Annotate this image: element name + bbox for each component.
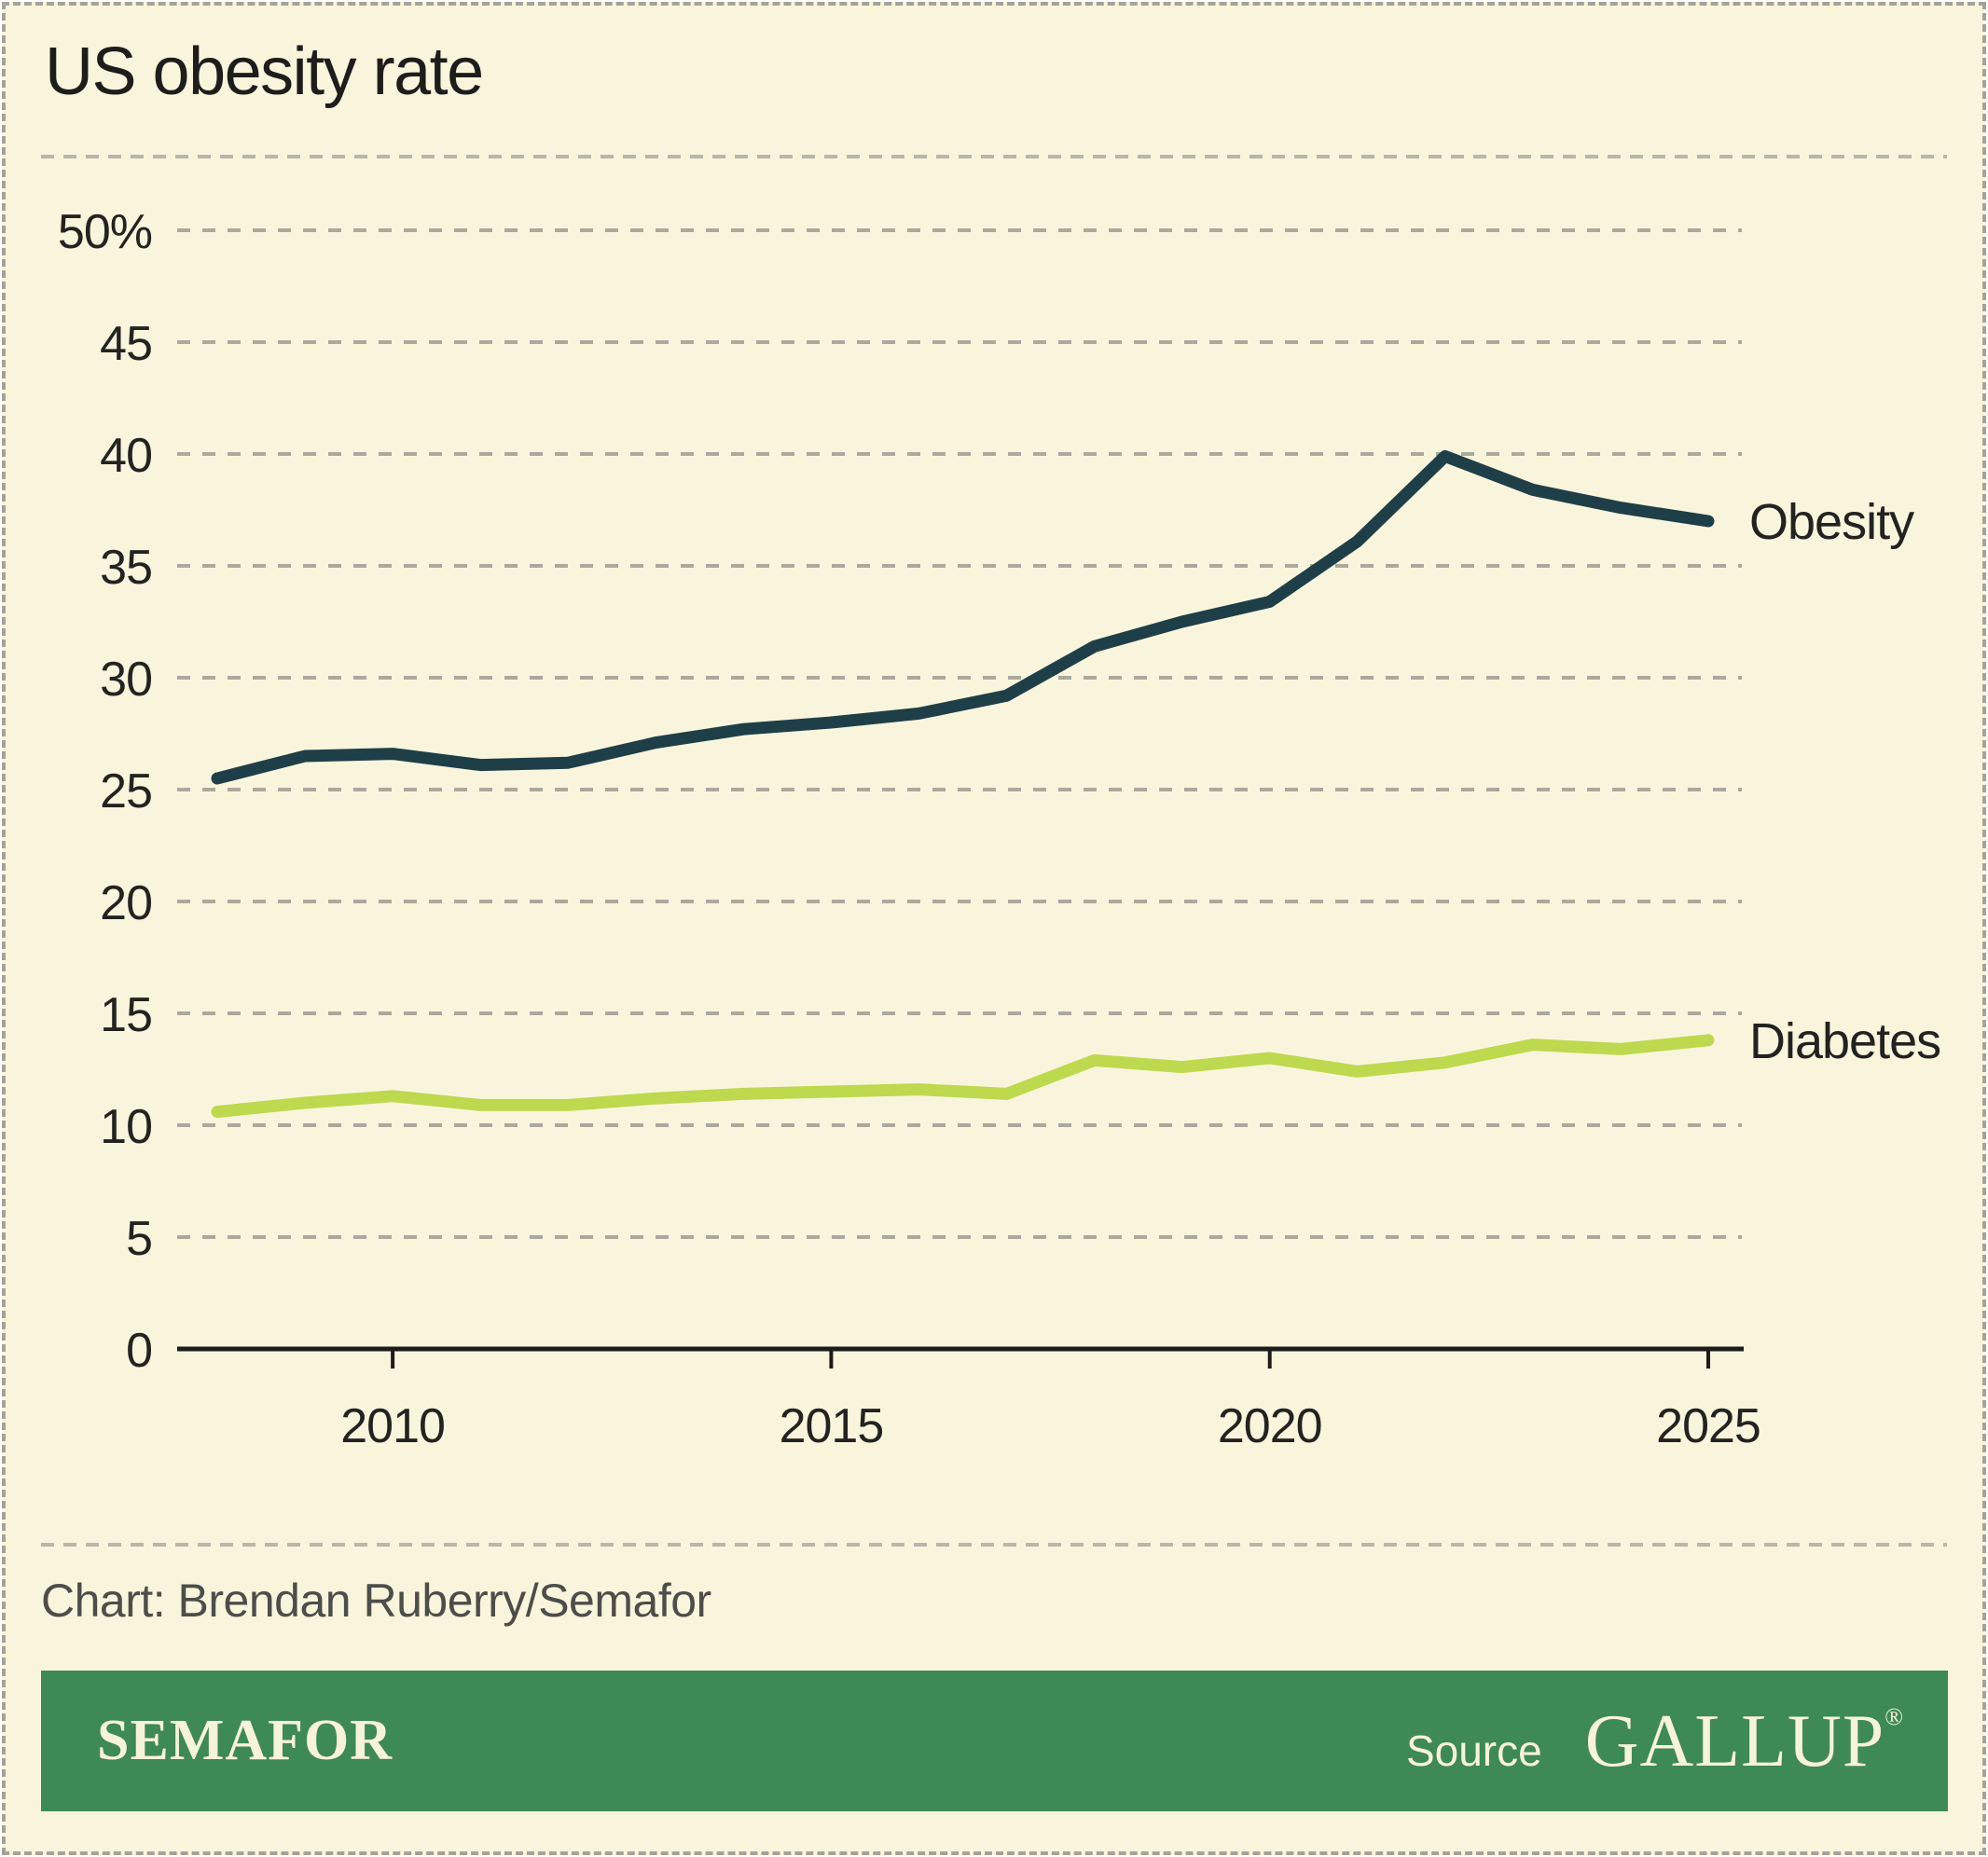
y-tick-label: 0: [126, 1324, 152, 1378]
y-tick-label: 30: [100, 653, 152, 707]
y-tick-label: 50%: [58, 205, 152, 259]
y-tick-label: 45: [100, 317, 152, 371]
chart-title: US obesity rate: [45, 34, 484, 109]
series-label-obesity: Obesity: [1749, 494, 1914, 550]
y-tick-label: 15: [100, 988, 152, 1042]
footer-bar: SEMAFOR Source GALLUP®: [41, 1671, 1948, 1811]
y-tick-label: 10: [100, 1100, 152, 1154]
x-tick-label: 2010: [340, 1399, 445, 1453]
gallup-wordmark: GALLUP: [1584, 1699, 1885, 1782]
y-tick-label: 40: [100, 429, 152, 483]
diabetes-line: [211, 1034, 1715, 1119]
source-label: Source: [1405, 1726, 1542, 1775]
series-label-diabetes: Diabetes: [1749, 1013, 1940, 1069]
credit-line: Chart: Brendan Ruberry/Semafor: [41, 1575, 711, 1627]
semafor-logo: SEMAFOR: [97, 1709, 393, 1772]
source-group: Source GALLUP®: [1406, 1704, 1903, 1779]
x-tick-label: 2025: [1656, 1399, 1760, 1453]
y-tick-label: 25: [100, 764, 152, 818]
y-tick-label: 5: [126, 1212, 152, 1266]
gallup-logo: GALLUP®: [1585, 1704, 1903, 1779]
y-tick-label: 35: [100, 541, 152, 595]
bottom-separator: [41, 1543, 1947, 1547]
x-tick-label: 2020: [1218, 1399, 1322, 1453]
obesity-line: [211, 449, 1715, 785]
y-tick-label: 20: [100, 876, 152, 930]
top-separator: [41, 155, 1947, 158]
registered-mark-icon: ®: [1884, 1702, 1903, 1730]
x-tick-label: 2015: [780, 1399, 884, 1453]
